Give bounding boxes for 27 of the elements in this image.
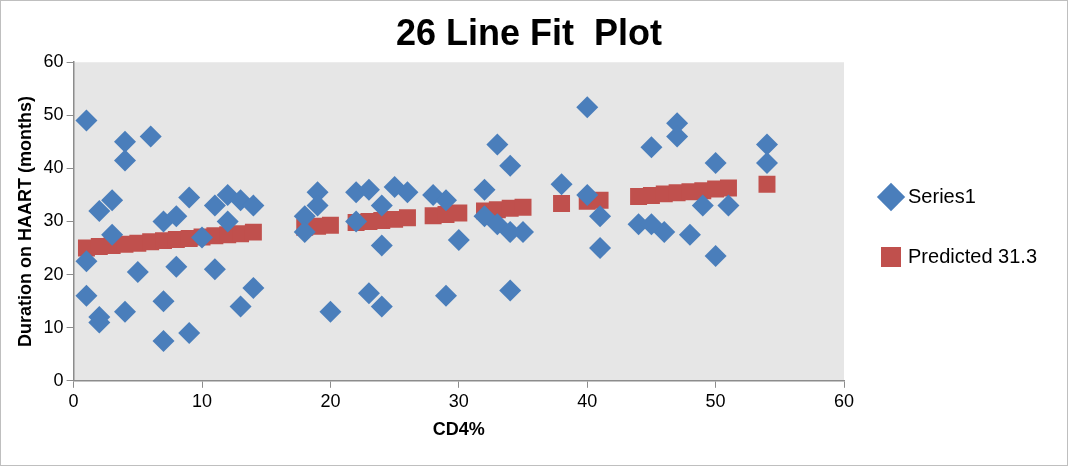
y-tick-label: 60 — [43, 51, 64, 72]
point — [553, 194, 571, 212]
x-tick-label: 20 — [320, 390, 341, 411]
y-tick-label: 30 — [43, 210, 64, 231]
x-axis-title: CD4% — [432, 419, 485, 440]
legend-label: Predicted 31.3 — [908, 244, 1038, 267]
chart-title: 26 Line Fit Plot — [395, 11, 663, 53]
y-tick-label: 0 — [53, 369, 64, 390]
y-axis-title: Duration on HAART (months) — [14, 96, 35, 347]
point — [758, 175, 776, 193]
x-tick-label: 50 — [705, 390, 726, 411]
x-tick-label: 30 — [448, 390, 469, 411]
point — [514, 198, 532, 216]
point — [719, 179, 737, 197]
x-tick-label: 10 — [192, 390, 213, 411]
y-tick-label: 50 — [43, 104, 64, 125]
point — [244, 223, 262, 241]
y-tick-label: 40 — [43, 157, 64, 178]
legend-label: Series1 — [908, 184, 976, 207]
point — [450, 204, 468, 222]
x-tick-label: 40 — [577, 390, 598, 411]
y-tick-label: 10 — [43, 316, 64, 337]
x-tick-label: 60 — [834, 390, 855, 411]
point — [398, 209, 416, 227]
y-tick-label: 20 — [43, 263, 64, 284]
point — [321, 216, 339, 234]
x-tick-label: 0 — [68, 390, 79, 411]
